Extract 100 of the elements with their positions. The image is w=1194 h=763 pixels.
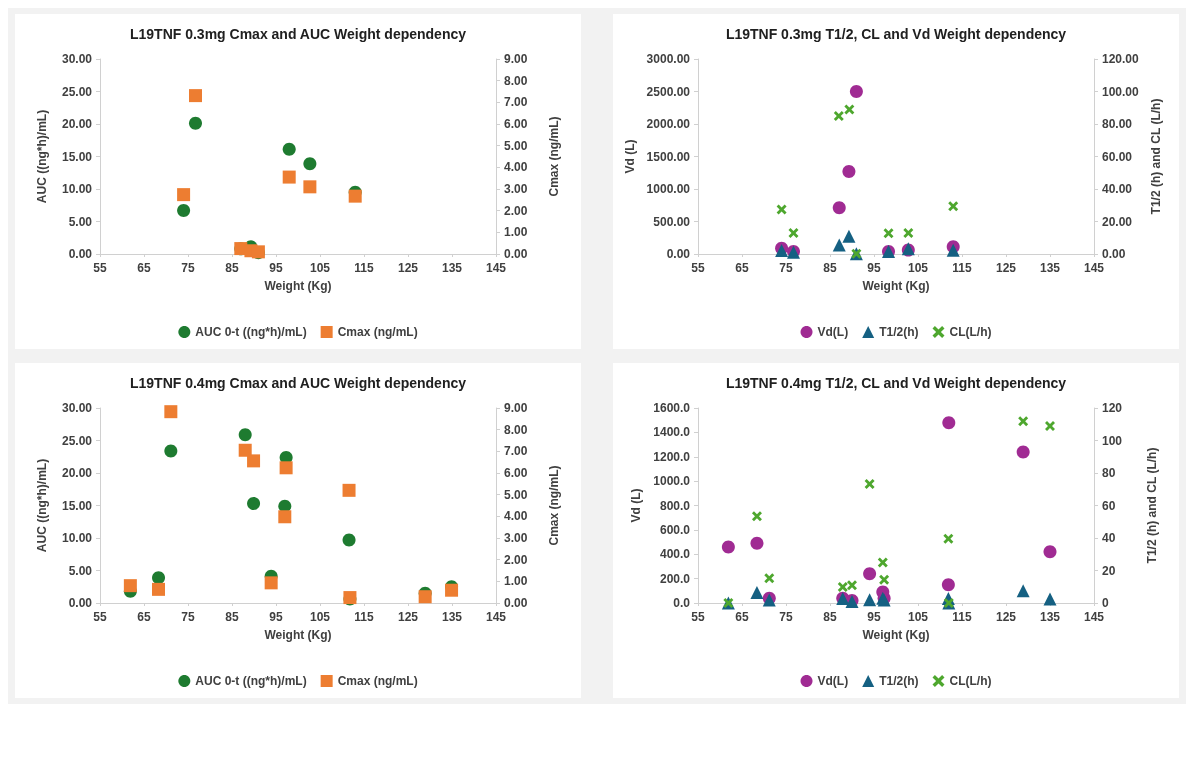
y-tick-label: 3000.00	[646, 52, 691, 66]
y-axis-title: AUC ((ng*h)/mL)	[35, 458, 49, 553]
point	[188, 116, 202, 130]
point	[832, 201, 846, 215]
point	[238, 443, 252, 457]
y-tick-label: 1200.0	[653, 449, 691, 464]
y2-tick-label: 2.00	[504, 552, 528, 567]
y2-tick-label: 0.00	[504, 247, 528, 261]
legend-label: Cmax (ng/mL)	[337, 325, 418, 339]
point	[864, 479, 875, 490]
y2-tick-label: 40.00	[1102, 182, 1133, 196]
point	[863, 567, 877, 581]
x-tick-label: 85	[823, 261, 837, 275]
y-tick-label: 1600.0	[653, 401, 691, 415]
y2-tick-label: 7.00	[504, 444, 528, 459]
x-tick-label: 95	[867, 261, 881, 275]
point	[788, 227, 799, 238]
point	[152, 571, 166, 585]
y-tick-label: 10.00	[61, 531, 93, 545]
point	[247, 454, 261, 468]
point	[842, 229, 856, 243]
y-tick-label: 1400.0	[653, 425, 691, 440]
point	[877, 557, 888, 568]
y-tick-label: 1000.0	[653, 474, 691, 489]
x-tick-label: 105	[309, 261, 331, 275]
point	[863, 593, 877, 607]
point	[247, 497, 261, 511]
y-tick-label: 200.0	[659, 571, 691, 586]
x-tick-label: 145	[485, 610, 507, 624]
chart-title: L19TNF 0.4mg Cmax and AUC Weight dependency	[129, 375, 467, 391]
point	[303, 180, 317, 194]
point	[943, 533, 954, 544]
x-tick-label: 55	[691, 610, 705, 624]
y-tick-label: 5.00	[68, 563, 93, 578]
y2-tick-label: 8.00	[504, 73, 528, 88]
point	[750, 536, 764, 550]
point	[1016, 445, 1030, 459]
y2-tick-label: 1.00	[504, 225, 528, 240]
y2-tick-label: 5.00	[504, 138, 528, 153]
y2-tick-label: 60	[1102, 498, 1116, 513]
point	[418, 590, 432, 604]
x-tick-label: 115	[354, 610, 375, 624]
x-tick-label: 125	[995, 610, 1017, 624]
legend-label: T1/2(h)	[879, 325, 919, 339]
y2-tick-label: 120	[1102, 401, 1123, 415]
y-tick-label: 400.0	[659, 547, 691, 562]
y-tick-label: 10.00	[61, 182, 93, 196]
y-tick-label: 1500.00	[646, 149, 691, 164]
point	[1016, 584, 1030, 598]
y-axis-title: Vd (L)	[629, 488, 644, 523]
point	[847, 580, 857, 591]
point	[1043, 592, 1057, 606]
y-tick-label: 500.00	[653, 214, 691, 229]
y-tick-label: 2500.00	[646, 84, 691, 99]
point	[279, 461, 293, 475]
y-axis-title: Vd (L)	[622, 139, 637, 174]
y2-axis-title: T1/2 (h) and CL (L/h)	[1145, 447, 1159, 564]
x-tick-label: 75	[779, 610, 793, 624]
y2-tick-label: 3.00	[504, 531, 528, 545]
point	[342, 533, 356, 547]
x-tick-label: 115	[952, 610, 973, 624]
y-tick-label: 15.00	[61, 498, 93, 513]
y2-tick-label: 4.00	[504, 509, 528, 524]
x-tick-label: 55	[691, 261, 705, 275]
x-tick-label: 105	[907, 610, 929, 624]
point	[941, 578, 955, 592]
y2-tick-label: 20	[1102, 563, 1116, 578]
legend-label: Vd(L)	[817, 325, 849, 339]
y2-tick-label: 100.00	[1102, 84, 1140, 99]
point	[152, 582, 166, 596]
x-tick-label: 85	[823, 610, 837, 624]
x-tick-label: 135	[1039, 610, 1061, 624]
x-tick-label: 65	[735, 610, 749, 624]
y-tick-label: 0.00	[666, 247, 691, 261]
point	[342, 483, 356, 497]
y-tick-label: 1000.00	[646, 182, 691, 196]
x-axis-title: Weight (Kg)	[862, 628, 930, 642]
y-tick-label: 20.00	[61, 117, 93, 131]
point	[164, 444, 178, 458]
y2-tick-label: 8.00	[504, 422, 528, 437]
point	[177, 203, 191, 217]
point	[883, 228, 894, 239]
point	[123, 579, 137, 593]
x-tick-label: 125	[397, 261, 419, 275]
point	[837, 582, 848, 593]
point	[164, 405, 178, 419]
x-tick-label: 75	[181, 261, 195, 275]
x-tick-label: 145	[1083, 610, 1105, 624]
y-tick-label: 15.00	[61, 149, 93, 164]
x-tick-label: 95	[269, 261, 283, 275]
x-tick-label: 135	[441, 261, 463, 275]
x-tick-label: 115	[354, 261, 375, 275]
x-tick-label: 105	[309, 610, 331, 624]
point	[849, 85, 863, 98]
x-axis-title: Weight (Kg)	[264, 628, 332, 642]
x-tick-label: 105	[907, 261, 929, 275]
chart-title: L19TNF 0.3mg Cmax and AUC Weight dependency	[129, 26, 467, 42]
point	[832, 238, 846, 252]
x-tick-label: 55	[93, 261, 107, 275]
y2-tick-label: 6.00	[504, 117, 528, 131]
